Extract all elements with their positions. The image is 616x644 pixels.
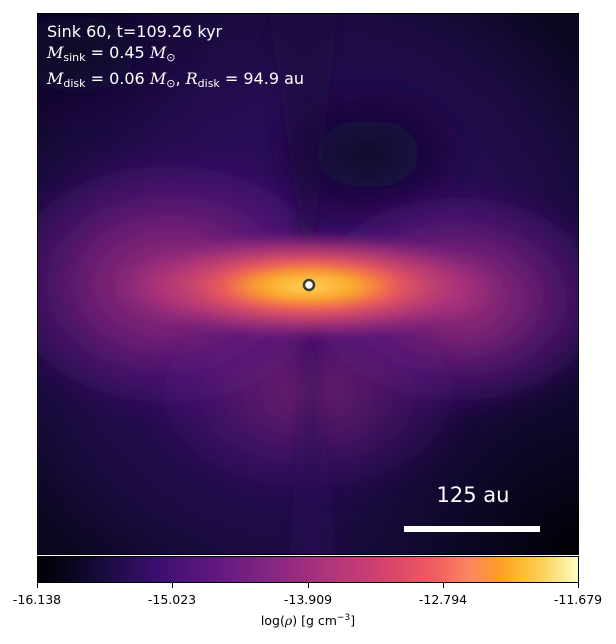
colorbar-tick bbox=[172, 583, 173, 588]
colorbar-tick-label: -13.909 bbox=[283, 592, 333, 607]
colorbar-tick bbox=[308, 583, 309, 588]
disk-props-label: Mdisk = 0.06 M⊙, Rdisk = 94.9 au bbox=[47, 69, 305, 90]
scalebar-line bbox=[404, 526, 540, 532]
colorbar-tick bbox=[578, 583, 579, 588]
colorbar-label: log(ρ) [g cm−3] bbox=[260, 613, 356, 629]
density-map-panel: Sink 60, t=109.26 kyr Msink = 0.45 M⊙ Md… bbox=[37, 13, 579, 555]
scalebar-label: 125 au bbox=[436, 483, 510, 507]
sink-marker bbox=[302, 278, 316, 292]
colorbar-tick-label: -15.023 bbox=[147, 592, 197, 607]
colorbar-tick-label: -12.794 bbox=[418, 592, 468, 607]
sink-mass-label: Msink = 0.45 M⊙ bbox=[47, 43, 176, 64]
density-map bbox=[38, 14, 578, 554]
colorbar-tick-label: -16.138 bbox=[12, 592, 62, 607]
colorbar-tick-label: -11.679 bbox=[553, 592, 603, 607]
colorbar bbox=[37, 556, 579, 583]
colorbar-tick bbox=[37, 583, 38, 588]
sink-time-label: Sink 60, t=109.26 kyr bbox=[47, 22, 223, 41]
colorbar-tick bbox=[443, 583, 444, 588]
info-text: Sink 60, t=109.26 kyr Msink = 0.45 M⊙ Md… bbox=[47, 21, 304, 94]
